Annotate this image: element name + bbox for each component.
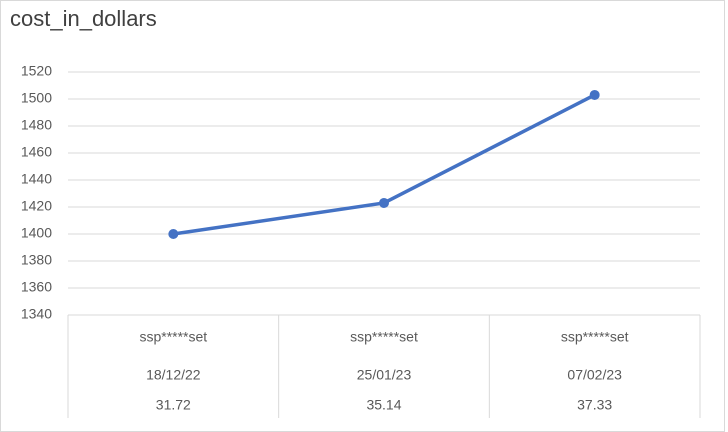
x-tick-label: 18/12/22 <box>146 367 201 383</box>
data-point <box>589 89 600 100</box>
y-tick-label: 1360 <box>21 279 52 295</box>
y-tick-label: 1520 <box>21 63 52 79</box>
y-tick-label: 1460 <box>21 144 52 160</box>
x-tick-label: ssp*****set <box>139 329 207 345</box>
y-tick-label: 1420 <box>21 198 52 214</box>
x-tick-label: 31.72 <box>156 397 191 413</box>
y-tick-label: 1400 <box>21 225 52 241</box>
x-tick-label: 35.14 <box>366 397 401 413</box>
x-tick-label: ssp*****set <box>350 329 418 345</box>
data-point <box>168 229 179 239</box>
x-tick-label: 25/01/23 <box>357 367 412 383</box>
x-tick-label: 07/02/23 <box>567 367 622 383</box>
y-tick-label: 1480 <box>21 117 52 133</box>
y-tick-label: 1340 <box>21 306 52 322</box>
chart-title: cost_in_dollars <box>10 6 157 31</box>
y-tick-label: 1380 <box>21 252 52 268</box>
y-tick-label: 1500 <box>21 90 52 106</box>
data-point <box>379 197 389 208</box>
y-tick-label: 1440 <box>21 171 52 187</box>
x-tick-label: ssp*****set <box>561 329 629 345</box>
x-tick-label: 37.33 <box>577 397 612 413</box>
